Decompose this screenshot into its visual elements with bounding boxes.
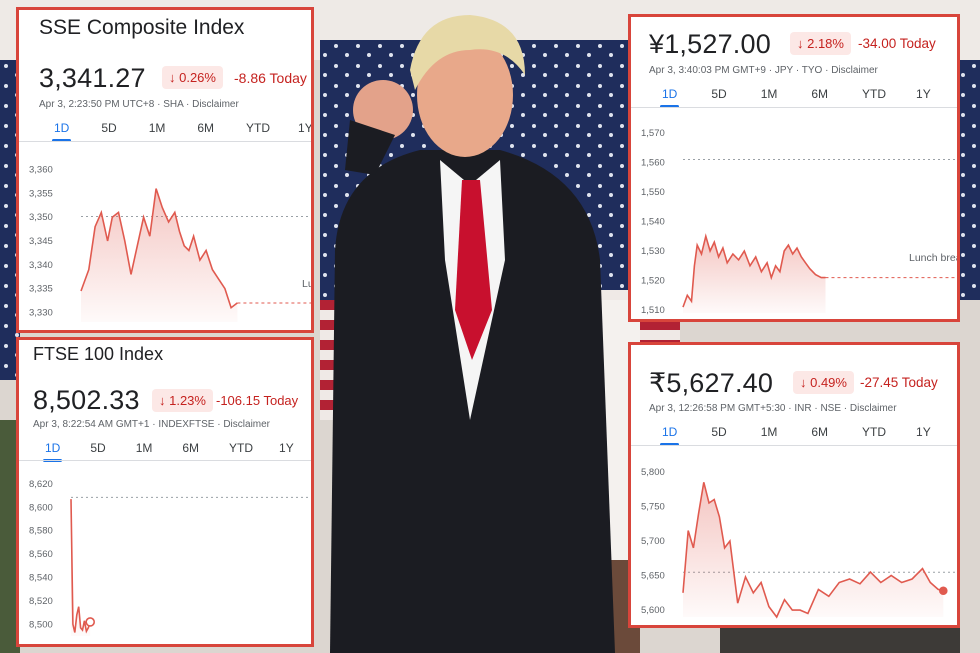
range-tabs: 1D5D1M6MYTD1Y5Y bbox=[42, 441, 311, 462]
y-tick-label: 1,530 bbox=[641, 246, 665, 257]
range-tab-ytd[interactable]: YTD bbox=[862, 87, 887, 101]
price-chart: 8,500 8,520 8,540 8,560 8,580 8,600 8,620 bbox=[29, 479, 311, 636]
range-tab-ytd[interactable]: YTD bbox=[229, 441, 254, 455]
price-area bbox=[81, 188, 238, 322]
y-tick-label: 3,335 bbox=[29, 284, 53, 295]
range-tab-5d[interactable]: 5D bbox=[101, 121, 117, 135]
y-tick-label: 5,700 bbox=[641, 536, 665, 547]
percent-change-badge: ↓ 2.18% bbox=[790, 32, 851, 55]
tabs-divider bbox=[631, 107, 957, 108]
range-tab-1m[interactable]: 1M bbox=[760, 87, 778, 101]
y-tick-label: 8,500 bbox=[29, 619, 53, 630]
y-tick-label: 8,560 bbox=[29, 549, 53, 560]
chart-annotation: Lunch brea bbox=[909, 252, 957, 264]
y-tick-label: 3,350 bbox=[29, 212, 53, 223]
absolute-change: -8.86 Today bbox=[234, 70, 307, 86]
chart-annotation: Lu bbox=[302, 278, 311, 290]
price: 3,341.27 bbox=[39, 63, 146, 93]
range-tab-ytd[interactable]: YTD bbox=[246, 121, 271, 135]
absolute-change: -27.45 Today bbox=[860, 375, 938, 390]
price-area bbox=[683, 236, 826, 313]
range-tab-1y[interactable]: 1Y bbox=[279, 441, 294, 455]
percent-change-badge: ↓ 1.23% bbox=[152, 389, 213, 412]
y-tick-label: 3,330 bbox=[29, 307, 53, 318]
range-tab-6m[interactable]: 6M bbox=[811, 425, 829, 439]
range-tab-1y[interactable]: 1Y bbox=[916, 87, 931, 101]
range-tab-6m[interactable]: 6M bbox=[182, 441, 200, 455]
timestamp-meta: Apr 3, 12:26:58 PM GMT+5:30 · INR · NSE … bbox=[649, 403, 897, 414]
latest-price-marker bbox=[85, 617, 95, 627]
y-tick-label: 1,520 bbox=[641, 276, 665, 287]
range-tab-5d[interactable]: 5D bbox=[711, 425, 727, 439]
tabs-divider bbox=[19, 141, 311, 142]
range-tab-1m[interactable]: 1M bbox=[760, 425, 778, 439]
nse-stock-card: ₹5,627.40 ↓ 0.49% -27.45 Today Apr 3, 12… bbox=[628, 342, 960, 628]
timestamp-meta: Apr 3, 3:40:03 PM GMT+9 · JPY · TYO · Di… bbox=[649, 65, 878, 76]
range-tab-1d[interactable]: 1D bbox=[51, 121, 72, 142]
y-tick-label: 3,355 bbox=[29, 188, 53, 199]
y-tick-label: 8,600 bbox=[29, 502, 53, 513]
percent-change-badge: ↓ 0.49% bbox=[793, 371, 854, 394]
price-area bbox=[683, 482, 944, 617]
y-tick-label: 5,650 bbox=[641, 571, 665, 582]
range-tab-1d[interactable]: 1D bbox=[42, 441, 63, 462]
range-tab-1d[interactable]: 1D bbox=[659, 425, 680, 446]
range-tab-5d[interactable]: 5D bbox=[90, 441, 106, 455]
price-area bbox=[71, 499, 91, 636]
price: 8,502.33 bbox=[33, 385, 140, 415]
y-tick-label: 1,570 bbox=[641, 128, 665, 139]
range-tab-ytd[interactable]: YTD bbox=[862, 425, 887, 439]
range-tab-1y[interactable]: 1Y bbox=[916, 425, 931, 439]
price-line bbox=[70, 499, 91, 634]
y-tick-label: 8,540 bbox=[29, 572, 53, 583]
price-chart: 3,330 3,335 3,340 3,345 3,350 3,355 3,360 Lu bbox=[29, 165, 311, 322]
price-line bbox=[682, 233, 826, 308]
range-tabs: 1D5D1M6MYTD1Y5Y bbox=[659, 425, 957, 446]
absolute-change: -106.15 Today bbox=[216, 393, 299, 408]
range-tab-6m[interactable]: 6M bbox=[197, 121, 215, 135]
y-tick-label: 3,345 bbox=[29, 236, 53, 247]
y-tick-label: 3,360 bbox=[29, 165, 53, 176]
y-tick-label: 1,550 bbox=[641, 187, 665, 198]
price: ₹5,627.40 bbox=[649, 368, 774, 398]
range-tab-1y[interactable]: 1Y bbox=[298, 121, 313, 135]
y-tick-label: 1,510 bbox=[641, 305, 665, 316]
range-tab-1d[interactable]: 1D bbox=[659, 87, 680, 108]
latest-price-marker bbox=[938, 586, 948, 596]
range-tab-6m[interactable]: 6M bbox=[811, 87, 829, 101]
card-title: FTSE 100 Index bbox=[33, 344, 164, 364]
y-tick-label: 1,560 bbox=[641, 157, 665, 168]
price-chart: 5,600 5,650 5,700 5,750 5,800 bbox=[641, 467, 957, 619]
y-tick-label: 5,800 bbox=[641, 467, 665, 478]
range-tabs: 1D 5D 1M 6M YTD 1Y bbox=[51, 121, 313, 142]
tyo-stock-card: ¥1,527.00 ↓ 2.18% -34.00 Today Apr 3, 3:… bbox=[628, 14, 960, 322]
percent-change-badge: ↓ 0.26% bbox=[162, 66, 223, 89]
range-tab-1m[interactable]: 1M bbox=[135, 441, 153, 455]
card-title: SSE Composite Index bbox=[39, 16, 245, 39]
tabs-divider bbox=[19, 460, 311, 461]
y-tick-label: 8,580 bbox=[29, 526, 53, 537]
price-line bbox=[682, 482, 944, 619]
timestamp-meta: Apr 3, 8:22:54 AM GMT+1 · INDEXFTSE · Di… bbox=[33, 419, 271, 430]
timestamp-meta: Apr 3, 2:23:50 PM UTC+8 · SHA · Disclaim… bbox=[39, 99, 239, 110]
ftse-100-card: FTSE 100 Index 8,502.33 ↓ 1.23% -106.15 … bbox=[16, 337, 314, 647]
price-chart: 1,510 1,520 1,530 1,540 1,550 1,560 1,570 Lunch… bbox=[641, 128, 957, 316]
range-tabs: 1D5D1M6MYTD1Y5Y bbox=[659, 87, 957, 108]
sse-composite-card: SSE Composite Index 3,341.27 ↓ 0.26% -8.… bbox=[16, 7, 314, 333]
absolute-change: -34.00 Today bbox=[858, 36, 936, 51]
price-line bbox=[80, 188, 238, 310]
range-tab-5d[interactable]: 5D bbox=[711, 87, 727, 101]
y-tick-label: 8,620 bbox=[29, 479, 53, 490]
y-tick-label: 8,520 bbox=[29, 596, 53, 607]
y-tick-label: 1,540 bbox=[641, 216, 665, 227]
price: ¥1,527.00 bbox=[649, 29, 771, 59]
range-tab-1m[interactable]: 1M bbox=[148, 121, 166, 135]
y-tick-label: 3,340 bbox=[29, 260, 53, 271]
y-tick-label: 5,750 bbox=[641, 501, 665, 512]
y-tick-label: 5,600 bbox=[641, 605, 665, 616]
tabs-divider bbox=[631, 445, 957, 446]
